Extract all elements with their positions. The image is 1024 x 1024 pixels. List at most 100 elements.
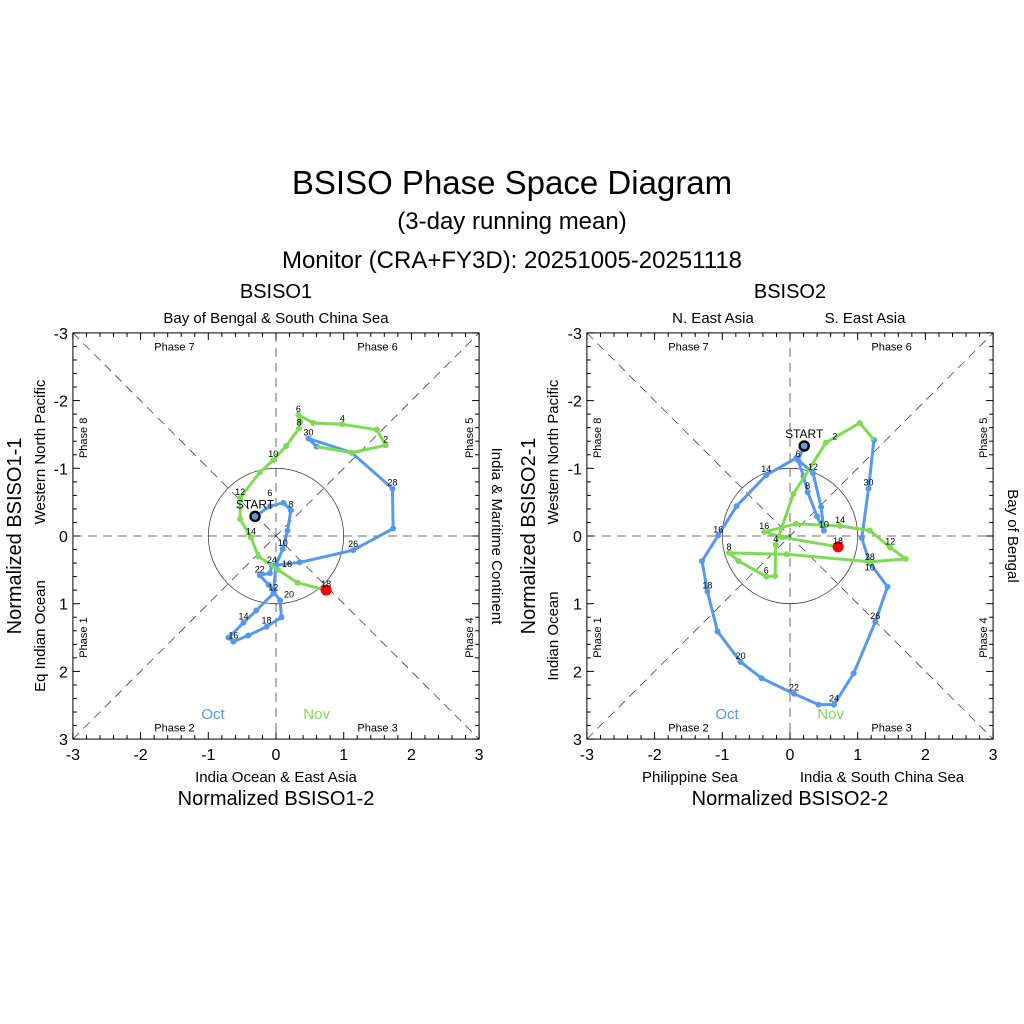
trajectory-point [263, 623, 270, 630]
trajectory-point [253, 607, 260, 614]
day-label: 10 [268, 449, 278, 459]
day-label: 16 [282, 559, 292, 569]
y-axis-title: Normalized BSISO1-1 [4, 438, 26, 635]
trajectory-point [287, 507, 294, 514]
x-tick-label: -2 [133, 747, 147, 764]
x-tick-label: -3 [66, 747, 80, 764]
trajectory-point [779, 534, 786, 541]
trajectory-point [704, 588, 711, 595]
trajectory-point [714, 628, 721, 635]
trajectory-point [783, 551, 790, 558]
x-tick-label: 0 [786, 747, 795, 764]
x-tick-label: -3 [580, 747, 594, 764]
trajectory-point [350, 547, 357, 554]
day-label: 4 [340, 413, 345, 423]
phase-label: Phase 6 [357, 341, 397, 353]
y-tick-label: 2 [573, 664, 582, 681]
day-label: 14 [238, 612, 248, 622]
day-label: 8 [727, 542, 732, 552]
day-label: 24 [267, 555, 277, 565]
x-axis-title: Normalized BSISO1-2 [178, 788, 375, 810]
y-tick-label: 1 [573, 597, 582, 614]
trajectory-point [389, 485, 396, 492]
start-marker [249, 510, 261, 523]
x-tick-label: 0 [272, 747, 281, 764]
x-tick-label: 1 [339, 747, 348, 764]
day-label: 8 [288, 499, 293, 509]
day-label: 10 [278, 538, 288, 548]
y-tick-label: -2 [568, 394, 582, 411]
trajectory-point [279, 545, 286, 552]
start-label: START [236, 497, 275, 511]
day-label: 24 [829, 694, 839, 704]
day-label: 6 [796, 449, 801, 459]
phase-label: Phase 8 [592, 418, 604, 458]
trajectory-point [266, 570, 273, 577]
trajectory-point [772, 572, 779, 579]
region-label-right: Bay of Bengal [1004, 489, 1021, 582]
trajectory-point [247, 534, 254, 541]
trajectory-oct [700, 439, 889, 707]
trajectory-point [763, 573, 770, 580]
day-label: 12 [268, 583, 278, 593]
phase-label: Phase 5 [978, 418, 990, 458]
y-tick-label: -1 [54, 461, 68, 478]
trajectory-point [865, 485, 872, 492]
phase-label: Phase 4 [978, 617, 990, 657]
trajectory-point [270, 590, 277, 597]
trajectory-point [294, 579, 301, 586]
end-marker [320, 584, 332, 596]
legend-oct: Oct [715, 706, 739, 723]
day-label: 2 [383, 434, 388, 444]
day-label: 14 [761, 464, 771, 474]
trajectory-point [252, 513, 259, 520]
phase-label: Phase 3 [357, 723, 397, 735]
phase-label: Phase 1 [592, 617, 604, 657]
phase-label: Phase 2 [154, 723, 194, 735]
trajectory-point [790, 491, 797, 498]
day-label: 2 [832, 432, 837, 442]
trajectory-point [283, 442, 290, 449]
trajectory-point [810, 470, 817, 477]
day-label: 22 [789, 683, 799, 693]
day-label: 16 [713, 524, 723, 534]
trajectory-point [339, 421, 346, 428]
day-label: 12 [235, 487, 245, 497]
y-tick-label: -1 [568, 461, 582, 478]
trajectory-point [820, 527, 827, 534]
trajectory-point [715, 532, 722, 539]
trajectory-point [801, 442, 808, 449]
region-label-left: Indian Ocean [545, 591, 562, 680]
region-label-top: S. East Asia [825, 310, 907, 327]
y-tick-label: 1 [59, 597, 68, 614]
trajectory-point [737, 658, 744, 665]
monitor-label: Monitor (CRA+FY3D): 20251005-20251118 [282, 247, 742, 274]
day-label: 18 [833, 536, 843, 546]
day-label: 30 [864, 478, 874, 488]
phase-label: Phase 2 [668, 723, 708, 735]
trajectory-point [382, 442, 389, 449]
trajectory-point [237, 516, 244, 523]
region-label-top: Bay of Bengal & South China Sea [163, 310, 389, 327]
region-label-top: N. East Asia [672, 310, 754, 327]
phase-label: Phase 8 [78, 418, 90, 458]
region-label-bottom: India & South China Sea [800, 769, 965, 786]
region-label-right: India & Maritime Continent [488, 448, 505, 626]
day-label: 6 [296, 404, 301, 414]
unit-amplitude-circle [207, 467, 345, 605]
trajectory-point [822, 439, 829, 446]
trajectory-point [793, 520, 800, 527]
region-label-bottom: Philippine Sea [642, 769, 739, 786]
start-label: START [785, 427, 824, 441]
trajectory-point [275, 566, 282, 573]
trajectory-point [858, 535, 865, 542]
day-label: 28 [865, 552, 875, 562]
trajectory-point [277, 597, 284, 604]
figure-subtitle: (3-day running mean) [397, 208, 626, 235]
trajectory-point [295, 411, 302, 418]
day-label: 14 [835, 515, 845, 525]
trajectory-point [837, 522, 844, 529]
trajectory-point [818, 503, 825, 510]
